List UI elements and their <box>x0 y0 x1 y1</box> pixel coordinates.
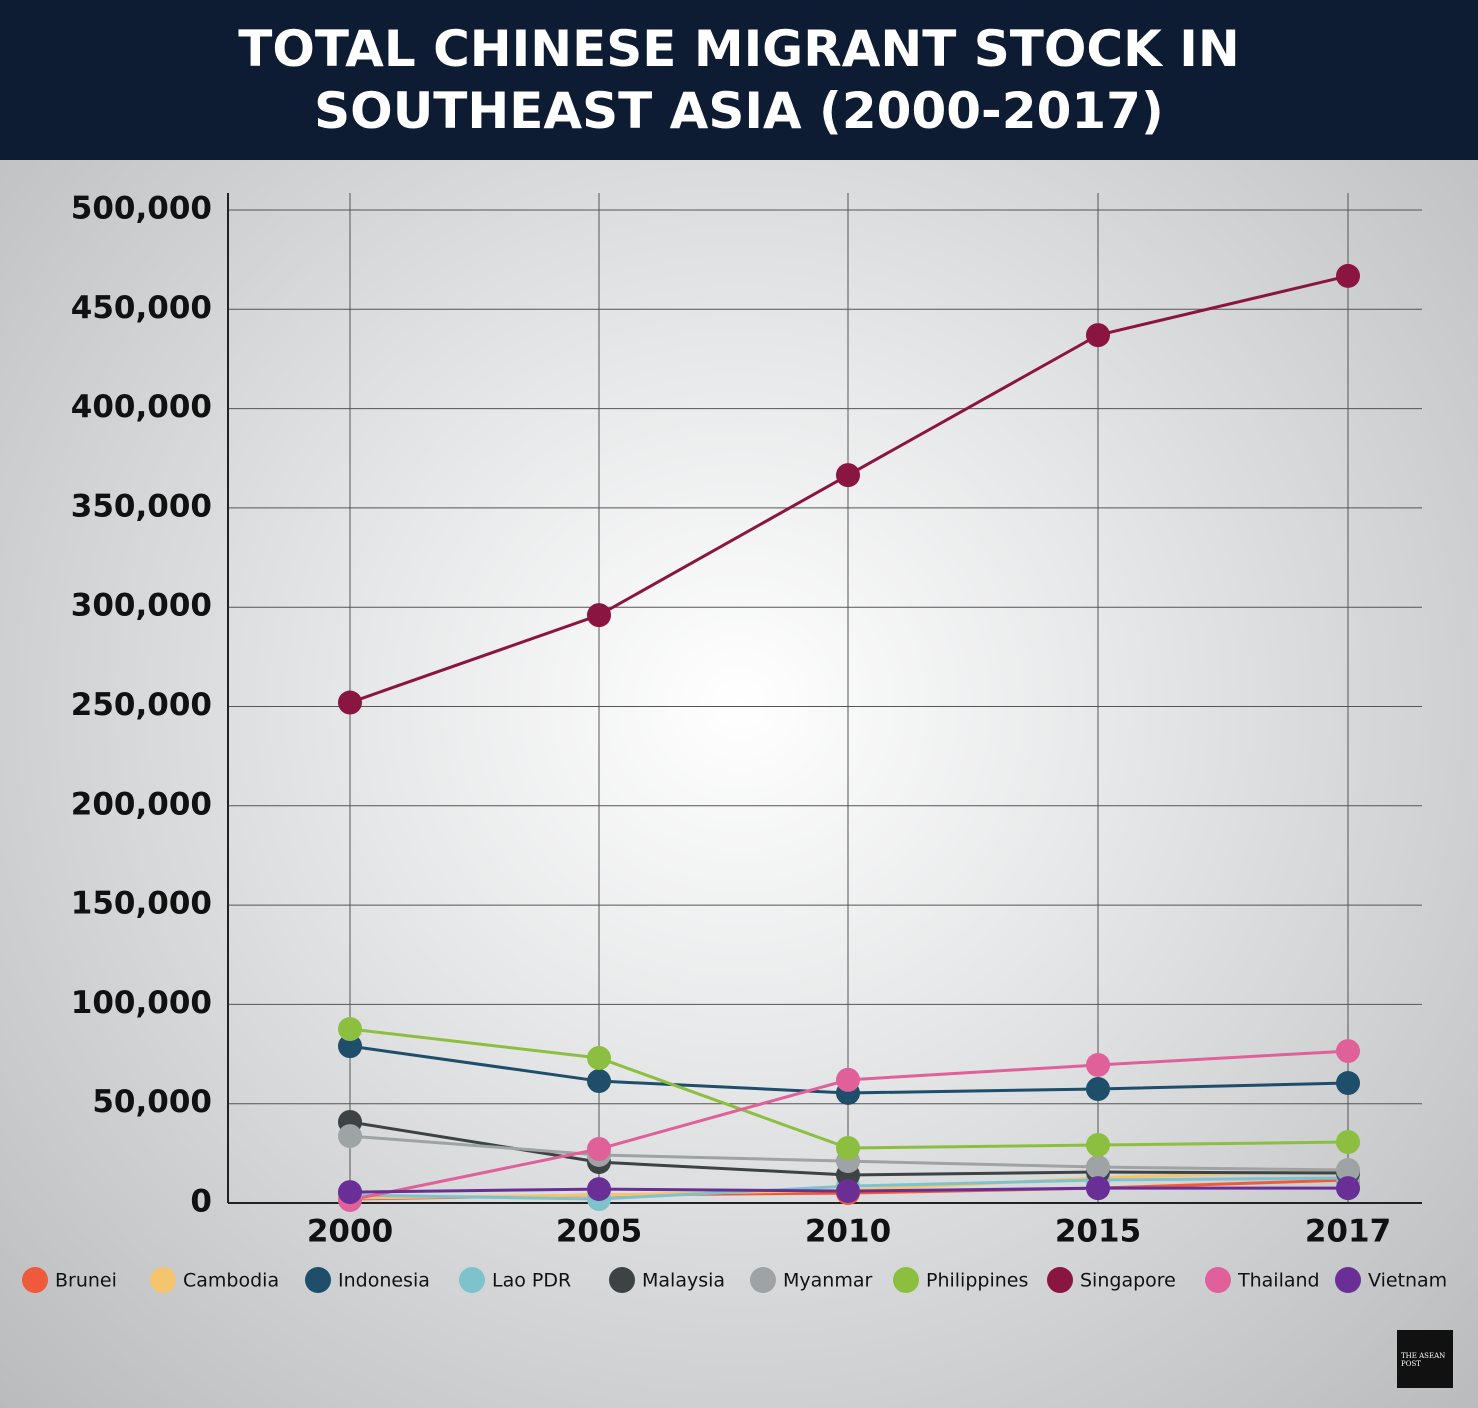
legend-label: Indonesia <box>338 1270 430 1292</box>
data-point <box>1086 1052 1110 1077</box>
data-point <box>338 690 362 715</box>
legend-label: Philippines <box>926 1270 1028 1292</box>
data-point <box>587 1046 611 1071</box>
data-point <box>338 1034 362 1059</box>
legend-swatch <box>1047 1267 1073 1293</box>
legend-swatch <box>22 1267 48 1293</box>
legend-swatch <box>459 1267 485 1293</box>
data-point <box>338 1180 362 1205</box>
legend-label: Thailand <box>1237 1270 1320 1292</box>
x-tick-label: 2010 <box>805 1214 891 1250</box>
legend-label: Myanmar <box>783 1270 872 1292</box>
data-point <box>836 1135 860 1160</box>
legend-swatch <box>609 1267 635 1293</box>
y-tick-label: 350,000 <box>71 488 212 524</box>
legend-label: Brunei <box>55 1270 117 1292</box>
y-tick-label: 300,000 <box>71 588 212 624</box>
y-tick-label: 200,000 <box>71 786 212 822</box>
data-point <box>1086 1176 1110 1201</box>
data-point <box>1086 1155 1110 1180</box>
y-tick-label: 150,000 <box>71 886 212 922</box>
legend-swatch <box>750 1267 776 1293</box>
data-point <box>836 1067 860 1092</box>
data-point <box>836 1179 860 1204</box>
data-point <box>1336 1176 1360 1201</box>
data-point <box>1086 1077 1110 1102</box>
x-tick-label: 2015 <box>1055 1214 1141 1250</box>
legend-swatch <box>1335 1267 1361 1293</box>
legend-label: Cambodia <box>183 1270 279 1292</box>
legend-swatch <box>1205 1267 1231 1293</box>
y-tick-label: 500,000 <box>71 191 212 227</box>
chart-title: TOTAL CHINESE MIGRANT STOCK IN SOUTHEAST… <box>238 20 1240 140</box>
data-point <box>587 1069 611 1094</box>
data-point <box>1336 263 1360 288</box>
data-point <box>1086 1133 1110 1158</box>
x-tick-label: 2017 <box>1305 1214 1391 1250</box>
legend-swatch <box>150 1267 176 1293</box>
y-tick-label: 450,000 <box>71 290 212 326</box>
legend-swatch <box>305 1267 331 1293</box>
y-tick-label: 100,000 <box>71 985 212 1021</box>
data-point <box>1336 1039 1360 1064</box>
data-point <box>338 1124 362 1149</box>
x-tick-label: 2000 <box>307 1214 393 1250</box>
y-tick-label: 400,000 <box>71 389 212 425</box>
data-point <box>1336 1130 1360 1155</box>
data-point <box>587 603 611 628</box>
data-point <box>1336 1158 1360 1183</box>
logo: THE ASEAN POST <box>1397 1330 1453 1388</box>
data-point <box>836 463 860 488</box>
y-tick-label: 0 <box>190 1184 212 1220</box>
legend-label: Lao PDR <box>492 1270 571 1292</box>
x-tick-label: 2005 <box>556 1214 642 1250</box>
legend-label: Vietnam <box>1368 1270 1447 1292</box>
y-tick-label: 50,000 <box>92 1084 212 1120</box>
legend-label: Malaysia <box>642 1270 725 1292</box>
legend-label: Singapore <box>1080 1270 1176 1292</box>
series-line <box>349 274 1349 704</box>
data-point <box>1086 323 1110 348</box>
data-point <box>338 1017 362 1042</box>
data-point <box>1336 1071 1360 1096</box>
y-tick-label: 250,000 <box>71 687 212 723</box>
legend-swatch <box>893 1267 919 1293</box>
header: TOTAL CHINESE MIGRANT STOCK IN SOUTHEAST… <box>0 0 1478 160</box>
data-point <box>587 1136 611 1161</box>
data-point <box>587 1177 611 1202</box>
